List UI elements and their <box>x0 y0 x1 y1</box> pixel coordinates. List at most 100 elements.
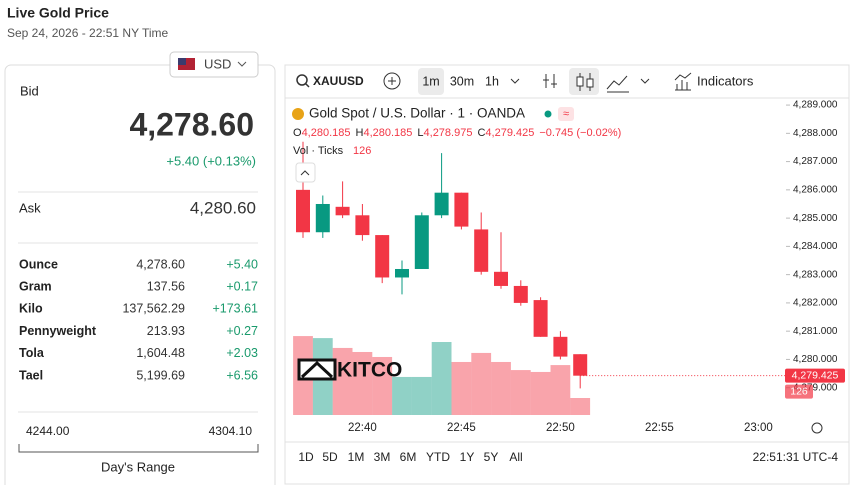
row-value: 4,278.60 <box>136 257 185 271</box>
range-button[interactable]: YTD <box>426 450 450 464</box>
search-icon-handle <box>304 82 310 88</box>
plus-icon <box>388 77 396 85</box>
row-name: Ounce <box>19 257 58 271</box>
candle-body <box>494 271 508 286</box>
x-tick-label: 23:00 <box>744 422 773 434</box>
ohlc-key: C <box>477 127 485 139</box>
brand-logo <box>297 358 337 381</box>
row-name: Pennyweight <box>19 324 97 338</box>
quote-card <box>4 64 276 485</box>
range-button[interactable]: 5Y <box>484 450 499 464</box>
collapse-icon <box>300 170 310 176</box>
volume-tag-label: 126 <box>790 385 808 397</box>
price-tag <box>785 368 845 383</box>
row-name: Gram <box>19 279 52 293</box>
volume-bar <box>392 376 412 415</box>
range-button[interactable]: 1M <box>348 450 365 464</box>
ask-price: 4,280.60 <box>190 198 256 217</box>
volume-bar <box>332 347 353 415</box>
candles-icon <box>576 76 584 87</box>
candle-body <box>474 229 489 272</box>
indicators-icon[interactable] <box>674 72 692 91</box>
interval-button[interactable]: 1m <box>422 74 439 88</box>
status-badge <box>558 107 574 121</box>
range-button[interactable]: 6M <box>400 450 417 464</box>
candles-icon <box>586 78 594 88</box>
y-tick-label: 4,285.000 <box>793 213 838 224</box>
collapse-button[interactable] <box>295 162 316 183</box>
bars-icon[interactable] <box>543 74 557 88</box>
candle-body <box>335 206 350 216</box>
range-buttons: 1D 5D 1M 3M 6M YTD 1Y 5Y All <box>298 450 522 464</box>
chevron[interactable] <box>510 78 520 84</box>
row-value: 137.56 <box>147 279 185 293</box>
x-tick-label: 22:45 <box>447 422 476 434</box>
symbol[interactable]: XAUUSD <box>313 74 364 88</box>
price-tag-label: 4,279.425 <box>792 369 839 381</box>
candle-body <box>513 285 528 303</box>
range-button[interactable]: All <box>509 450 522 464</box>
candle-body <box>355 215 370 236</box>
volume-bar <box>471 352 492 415</box>
price-table: Ounce 4,278.60 +5.40 Gram 137.56 +0.17 Kilo 137… <box>19 257 258 382</box>
volume-tag <box>785 384 813 399</box>
row-change: +6.56 <box>226 368 258 382</box>
x-tick-label: 22:55 <box>645 422 674 434</box>
row-change: +173.61 <box>212 302 258 316</box>
active-interval <box>418 68 444 95</box>
area-icon[interactable] <box>606 75 629 93</box>
y-tick-label: 4,283.000 <box>793 269 838 280</box>
volume-bar <box>530 371 551 415</box>
candles-button[interactable] <box>569 68 599 95</box>
volume-legend: Vol · Ticks <box>293 145 344 157</box>
candle-body <box>434 192 449 216</box>
candle-body <box>553 336 568 357</box>
volume-bar <box>451 361 472 415</box>
bid-change: +5.40 (+0.13%) <box>166 153 256 168</box>
row-change: +0.17 <box>226 279 258 293</box>
ask-label: Ask <box>19 200 41 215</box>
range-button[interactable]: 1D <box>298 450 314 464</box>
clock: 22:51:31 UTC-4 <box>753 450 839 464</box>
row-change: +2.03 <box>226 346 258 360</box>
candle-body <box>315 203 330 233</box>
y-tick-label: 4,280.000 <box>793 354 838 365</box>
search-icon[interactable] <box>296 74 308 86</box>
settings-icon[interactable] <box>811 422 823 434</box>
range-button[interactable]: 3M <box>374 450 391 464</box>
row-change: +0.27 <box>226 324 258 338</box>
interval-button[interactable]: 30m <box>450 74 474 88</box>
y-tick-label: 4,279.000 <box>793 382 838 393</box>
volume-bar <box>411 376 432 415</box>
status-icon: ≈ <box>563 108 569 120</box>
market-open-dot <box>544 110 552 118</box>
ohlc-key: O <box>293 127 302 139</box>
candle-body <box>414 215 429 269</box>
candle-body <box>375 235 390 278</box>
volume-bar <box>510 370 531 415</box>
ohlc-change: −0.745 (−0.02%) <box>539 127 621 139</box>
plot <box>293 104 790 415</box>
ohlc-legend: O 4,280.185 H 4,280.185 L 4,278.975 C 4,279.425… <box>293 127 621 139</box>
range-button[interactable]: 5D <box>322 450 338 464</box>
interval-button[interactable]: 1h <box>485 74 499 88</box>
row-value: 137,562.29 <box>122 302 185 316</box>
row-value: 213.93 <box>147 324 185 338</box>
compare-button[interactable] <box>383 72 401 90</box>
candle-body <box>533 300 548 337</box>
bid-label: Bid <box>20 83 39 98</box>
gold-icon <box>292 108 304 120</box>
y-tick-label: 4,281.000 <box>793 326 838 337</box>
flag-canton <box>178 58 186 65</box>
brand-name: KITCO <box>337 359 402 382</box>
ohlc-value: 4,278.975 <box>424 127 473 139</box>
chart-title: Gold Spot / U.S. Dollar · 1 · OANDA <box>309 106 525 121</box>
chevron[interactable] <box>640 78 650 84</box>
range-high: 4304.10 <box>209 424 253 438</box>
y-tick-label: 4,282.000 <box>793 298 838 309</box>
candle-body <box>296 189 310 233</box>
row-name: Tael <box>19 368 43 382</box>
volume-bar <box>570 398 591 415</box>
indicators-label[interactable]: Indicators <box>697 73 754 88</box>
range-button[interactable]: 1Y <box>460 450 475 464</box>
